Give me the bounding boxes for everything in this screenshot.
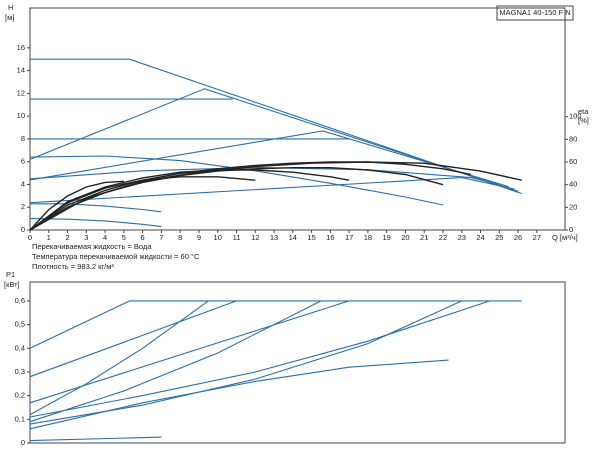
curve	[29, 218, 162, 228]
curve	[29, 88, 519, 192]
curve	[29, 300, 209, 416]
curve	[29, 300, 322, 423]
y-tick-label: 0,5	[15, 320, 25, 329]
efficiency-curve	[29, 161, 522, 231]
y-tick-label: 4	[21, 179, 25, 188]
x-tick-label: 18	[364, 233, 372, 242]
x-tick-label: 11	[233, 233, 241, 242]
plot-frame	[29, 7, 566, 231]
y-tick-label: 0,6	[15, 296, 25, 305]
curve	[29, 359, 449, 430]
curve	[29, 300, 491, 418]
x-tick-label: 3	[84, 233, 88, 242]
curve	[29, 300, 237, 378]
x-tick-label: 2	[65, 233, 69, 242]
x-tick-label: 7	[159, 233, 163, 242]
x-tick-label: 4	[103, 233, 107, 242]
x-tick-label: 21	[420, 233, 428, 242]
efficiency-curve	[29, 161, 472, 231]
curve	[30, 58, 522, 195]
y-label: H	[8, 3, 13, 12]
y-label: P1	[6, 270, 15, 279]
y-tick-label: 0,1	[15, 414, 25, 423]
y-tick-label: 10	[17, 111, 25, 120]
y2-tick-label: 20	[569, 202, 577, 211]
y-tick-label: 0	[21, 438, 25, 447]
curve	[29, 155, 444, 206]
x-tick-label: 22	[439, 233, 447, 242]
y-tick-label: 2	[21, 202, 25, 211]
y-tick-label: 0,2	[15, 391, 25, 400]
curve	[29, 166, 500, 186]
y-tick-label: 0,3	[15, 367, 25, 376]
x-tick-label: 8	[178, 233, 182, 242]
x-tick-label: 9	[197, 233, 201, 242]
y-tick-label: 14	[17, 66, 25, 75]
x-label: Q [м³/ч]	[552, 233, 578, 242]
curve	[30, 203, 162, 213]
efficiency-curve	[29, 169, 350, 231]
x-tick-label: 20	[401, 233, 409, 242]
x-tick-label: 13	[270, 233, 278, 242]
y-tick-label: 6	[21, 157, 25, 166]
curve	[29, 300, 463, 425]
x-tick-label: 15	[307, 233, 315, 242]
curve	[29, 300, 350, 404]
y2-tick-label: 80	[569, 134, 577, 143]
y2-tick-label: 0	[569, 225, 573, 234]
y2-label: eta	[578, 107, 589, 116]
efficiency-curve	[29, 176, 256, 231]
x-tick-label: 26	[514, 233, 522, 242]
curve	[29, 177, 515, 204]
note: Температура перекачиваемой жидкости = 60…	[32, 252, 200, 261]
x-tick-label: 23	[458, 233, 466, 242]
y-tick-label: 0,4	[15, 343, 25, 352]
plot-frame	[29, 281, 566, 444]
x-tick-label: 1	[47, 233, 51, 242]
y-tick-label: 12	[17, 88, 25, 97]
y2-unit: [%]	[578, 116, 589, 125]
x-tick-label: 24	[476, 233, 484, 242]
x-tick-label: 25	[495, 233, 503, 242]
y-tick-label: 8	[21, 134, 25, 143]
curve	[29, 300, 522, 349]
title-box	[496, 5, 574, 21]
x-tick-label: 0	[28, 233, 32, 242]
x-tick-label: 17	[345, 233, 353, 242]
x-tick-label: 5	[122, 233, 126, 242]
y2-tick-label: 100	[569, 112, 582, 121]
x-tick-label: 6	[141, 233, 145, 242]
curve	[29, 436, 162, 442]
x-tick-label: 19	[382, 233, 390, 242]
y-tick-label: 16	[17, 43, 25, 52]
x-tick-label: 10	[214, 233, 222, 242]
y-tick-label: 0	[21, 225, 25, 234]
y2-tick-label: 40	[569, 180, 577, 189]
chart-title: MAGNA1 40-150 F N	[499, 8, 570, 17]
x-tick-label: 14	[289, 233, 297, 242]
x-tick-label: 16	[326, 233, 334, 242]
curve	[29, 130, 509, 188]
efficiency-curve	[29, 180, 124, 231]
note: Плотность = 983.2 кг/м³	[32, 262, 114, 271]
y-unit: [м]	[5, 13, 14, 22]
x-tick-label: 12	[251, 233, 259, 242]
y2-tick-label: 60	[569, 157, 577, 166]
x-tick-label: 27	[533, 233, 541, 242]
y-unit: [кВт]	[4, 280, 20, 289]
note: Перекачиваемая жидкость = Вода	[32, 242, 152, 251]
